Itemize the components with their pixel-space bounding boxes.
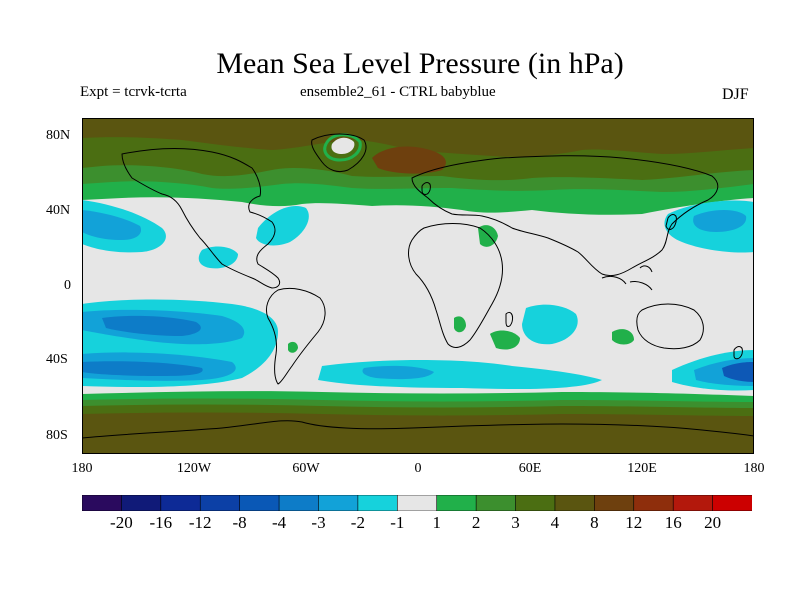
japan-coast	[665, 214, 677, 230]
colorbar-tick-label: 12	[625, 513, 643, 532]
north-brown-band	[82, 118, 754, 157]
greenland-ring	[323, 133, 362, 162]
southern-africa-patch	[490, 330, 520, 350]
south-pacific-low-2-core	[82, 361, 203, 376]
lon-label-60w: 60W	[292, 461, 320, 476]
map-title: Mean Sea Level Pressure (in hPa)	[216, 47, 624, 80]
colorbar-swatch	[515, 495, 556, 511]
lat-label-40s: 40S	[46, 352, 68, 367]
colorbar-tick-label: -2	[350, 513, 365, 532]
colorbar-tick-label: -12	[188, 513, 212, 532]
madagascar-patch	[454, 316, 466, 333]
australia-patch	[612, 329, 634, 345]
colorbar-swatch	[318, 495, 359, 511]
colorbar-tick-label: -4	[272, 513, 287, 532]
colorbar-swatch	[672, 495, 714, 511]
south-indian-low-core	[362, 365, 434, 380]
australia-coast	[636, 303, 704, 350]
colorbar-swatch	[160, 495, 202, 511]
lon-label-0: 0	[414, 461, 422, 476]
colorbar-swatch	[357, 495, 399, 511]
colorbar-tick-label: 1	[432, 513, 441, 532]
map-frame	[82, 118, 754, 454]
colorbar	[82, 495, 752, 511]
new-zealand-coast	[733, 346, 743, 360]
season-label: DJF	[722, 86, 749, 103]
colorbar-tick-label: 16	[664, 513, 682, 532]
colorbar-swatch	[475, 495, 517, 511]
lat-label-40n: 40N	[46, 203, 71, 218]
south-america-coast	[265, 287, 326, 385]
lat-label-0: 0	[64, 278, 71, 293]
lon-label-180w: 180	[71, 461, 93, 476]
colorbar-swatch	[278, 495, 320, 511]
lon-label-180e: 180	[743, 461, 765, 476]
colorbar-tick-label: 20	[704, 513, 722, 532]
north-america-coast	[121, 147, 281, 289]
pressure-map	[82, 118, 754, 454]
colorbar-swatch	[199, 495, 241, 511]
south-pacific-low-core	[102, 315, 201, 336]
south-african-low	[522, 304, 578, 345]
lon-label-120e: 120E	[627, 461, 657, 476]
lon-label-60e: 60E	[518, 461, 542, 476]
indonesia-coast	[601, 265, 653, 291]
lat-label-80s: 80S	[46, 428, 68, 443]
colorbar-swatch	[121, 495, 162, 511]
ensemble-label: ensemble2_61 - CTRL babyblue	[300, 84, 496, 100]
africa-coast	[408, 223, 503, 348]
colorbar-swatch	[239, 495, 280, 511]
madagascar-coast	[505, 311, 513, 327]
colorbar-tick-label: -3	[311, 513, 326, 532]
coastlines	[82, 133, 754, 439]
colorbar-swatch	[712, 495, 752, 511]
colorbar-swatch	[436, 495, 477, 511]
colorbar-tick-label: 3	[511, 513, 520, 532]
greenland-high	[331, 137, 355, 154]
colorbar-tick-label: -1	[390, 513, 405, 532]
lat-label-80n: 80N	[46, 128, 71, 143]
south-brown-band	[82, 412, 754, 454]
colorbar-tick-label: -8	[232, 513, 247, 532]
colorbar-swatch	[594, 495, 635, 511]
colorbar-tick-label: 8	[590, 513, 599, 532]
eurasia-coast	[411, 155, 719, 277]
colorbar-swatch	[396, 495, 438, 511]
colorbar-swatch	[82, 495, 123, 511]
colorbar-swatch	[554, 495, 596, 511]
west-pacific-low-core	[693, 210, 747, 232]
colorbar-tick-label: 4	[550, 513, 560, 532]
greenland-coast	[311, 133, 367, 173]
south-america-patch	[288, 341, 298, 353]
antarctica-coast	[82, 420, 754, 439]
uk-coast	[421, 182, 431, 195]
colorbar-tick-label: -20	[110, 513, 133, 532]
south-tasman-low-core	[722, 362, 754, 382]
pacific-north-low-core	[82, 210, 142, 240]
colorbar-swatch	[633, 495, 674, 511]
colorbar-tick-label: -16	[149, 513, 173, 532]
colorbar-tick-label: 2	[471, 513, 481, 532]
east-pacific-low	[198, 246, 238, 269]
experiment-label: Expt = tcrvk-tcrta	[80, 84, 187, 100]
north-dark-red-core	[372, 146, 446, 174]
lon-label-120w: 120W	[176, 461, 212, 476]
atlantic-north-low	[256, 206, 309, 246]
